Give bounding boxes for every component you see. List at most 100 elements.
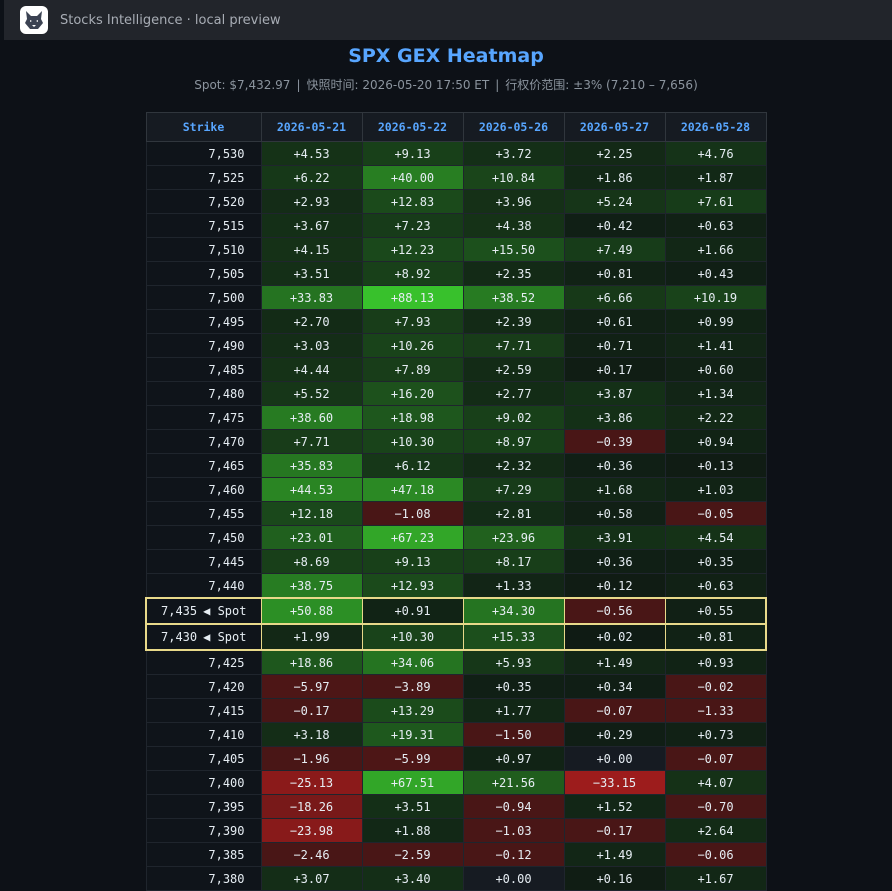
gex-cell: −1.08 — [361, 501, 464, 526]
strike-value: 7,530 — [208, 146, 245, 161]
gex-cell: +23.96 — [462, 525, 565, 550]
strike-cell: 7,465 — [145, 453, 262, 478]
date-column-header[interactable]: 2026-05-27 — [563, 112, 666, 142]
strike-column-header[interactable]: Strike — [145, 112, 262, 142]
strike-value: 7,510 — [208, 242, 245, 257]
gex-cell: +0.43 — [664, 261, 767, 286]
gex-cell: −0.17 — [563, 818, 666, 843]
strike-value: 7,420 — [208, 679, 245, 694]
gex-cell: +0.17 — [563, 357, 666, 382]
gex-cell: +1.49 — [563, 649, 666, 675]
date-column-header[interactable]: 2026-05-28 — [664, 112, 767, 142]
gex-cell: −0.94 — [462, 794, 565, 819]
gex-cell: +2.35 — [462, 261, 565, 286]
gex-cell: +0.00 — [563, 746, 666, 771]
gex-cell: +1.52 — [563, 794, 666, 819]
strike-value: 7,470 — [208, 434, 245, 449]
gex-cell: +0.61 — [563, 309, 666, 334]
table-row: 7,410 +3.18 +19.31 −1.50 +0.29 +0.73 — [145, 722, 767, 747]
gex-cell: +15.33 — [462, 623, 565, 651]
gex-cell: +4.38 — [462, 213, 565, 238]
strike-cell: 7,410 — [145, 722, 262, 747]
gex-cell: +0.42 — [563, 213, 666, 238]
gex-cell: +6.12 — [361, 453, 464, 478]
gex-cell: +0.63 — [664, 213, 767, 238]
spot-marker: ◀ Spot — [203, 604, 247, 618]
strike-value: 7,520 — [208, 194, 245, 209]
table-row: 7,465 +35.83 +6.12 +2.32 +0.36 +0.13 — [145, 453, 767, 478]
date-column-header[interactable]: 2026-05-26 — [462, 112, 565, 142]
gex-cell: +0.35 — [462, 674, 565, 699]
gex-cell: +4.44 — [260, 357, 363, 382]
gex-cell: −0.12 — [462, 842, 565, 867]
strike-value: 7,495 — [208, 314, 245, 329]
gex-cell: −3.89 — [361, 674, 464, 699]
gex-cell: +10.26 — [361, 333, 464, 358]
strike-cell: 7,430 ◀ Spot — [145, 623, 262, 651]
gex-cell: +12.23 — [361, 237, 464, 262]
gex-cell: +5.52 — [260, 381, 363, 406]
gex-cell: +0.93 — [664, 649, 767, 675]
gex-cell: +2.59 — [462, 357, 565, 382]
gex-cell: +47.18 — [361, 477, 464, 502]
strike-cell: 7,435 ◀ Spot — [145, 597, 262, 625]
gex-cell: −1.03 — [462, 818, 565, 843]
gex-cell: +44.53 — [260, 477, 363, 502]
strike-value: 7,450 — [208, 530, 245, 545]
gex-cell: +12.93 — [361, 573, 464, 599]
strike-value: 7,415 — [208, 703, 245, 718]
strike-cell: 7,495 — [145, 309, 262, 334]
strike-value: 7,400 — [208, 775, 245, 790]
gex-cell: +0.91 — [361, 597, 464, 625]
table-row: 7,530 +4.53 +9.13 +3.72 +2.25 +4.76 — [145, 141, 767, 166]
table-row: 7,425 +18.86 +34.06 +5.93 +1.49 +0.93 — [145, 649, 767, 675]
gex-cell: +33.83 — [260, 285, 363, 310]
gex-cell: +8.92 — [361, 261, 464, 286]
gex-cell: +13.29 — [361, 698, 464, 723]
gex-cell: +10.84 — [462, 165, 565, 190]
wolf-logo-icon — [20, 6, 48, 34]
gex-cell: +34.30 — [462, 597, 565, 625]
gex-cell: +6.22 — [260, 165, 363, 190]
gex-cell: +0.81 — [664, 623, 767, 651]
strike-value: 7,455 — [208, 506, 245, 521]
gex-cell: +1.41 — [664, 333, 767, 358]
date-column-header[interactable]: 2026-05-21 — [260, 112, 363, 142]
gex-cell: −25.13 — [260, 770, 363, 795]
gex-heatmap-table: Strike 2026-05-21 2026-05-22 2026-05-26 202… — [145, 112, 767, 891]
table-row: 7,405 −1.96 −5.99 +0.97 +0.00 −0.07 — [145, 746, 767, 771]
table-row: 7,440 +38.75 +12.93 +1.33 +0.12 +0.63 — [145, 573, 767, 599]
table-row: 7,445 +8.69 +9.13 +8.17 +0.36 +0.35 — [145, 549, 767, 574]
gex-cell: −0.06 — [664, 842, 767, 867]
gex-cell: +7.49 — [563, 237, 666, 262]
strike-value: 7,425 — [208, 655, 245, 670]
gex-cell: +88.13 — [361, 285, 464, 310]
spot-price: Spot: $7,432.97 — [194, 78, 291, 92]
gex-cell: +7.71 — [260, 429, 363, 454]
gex-cell: +3.07 — [260, 866, 363, 891]
date-column-header[interactable]: 2026-05-22 — [361, 112, 464, 142]
strike-value: 7,500 — [208, 290, 245, 305]
gex-cell: −0.02 — [664, 674, 767, 699]
gex-cell: +40.00 — [361, 165, 464, 190]
gex-cell: +3.18 — [260, 722, 363, 747]
gex-cell: +23.01 — [260, 525, 363, 550]
gex-cell: −0.07 — [563, 698, 666, 723]
table-row: 7,415 −0.17 +13.29 +1.77 −0.07 −1.33 — [145, 698, 767, 723]
strike-cell: 7,505 — [145, 261, 262, 286]
gex-cell: +0.29 — [563, 722, 666, 747]
gex-cell: +3.96 — [462, 189, 565, 214]
strike-value: 7,445 — [208, 554, 245, 569]
table-row: 7,495 +2.70 +7.93 +2.39 +0.61 +0.99 — [145, 309, 767, 334]
gex-cell: +1.67 — [664, 866, 767, 891]
strike-cell: 7,395 — [145, 794, 262, 819]
strike-cell: 7,480 — [145, 381, 262, 406]
gex-cell: +3.40 — [361, 866, 464, 891]
table-row: 7,455 +12.18 −1.08 +2.81 +0.58 −0.05 — [145, 501, 767, 526]
gex-cell: +2.81 — [462, 501, 565, 526]
gex-cell: −0.39 — [563, 429, 666, 454]
gex-cell: +0.36 — [563, 549, 666, 574]
snapshot-time: 快照时间: 2026-05-20 17:50 ET — [306, 78, 490, 92]
strike-cell: 7,380 — [145, 866, 262, 891]
gex-cell: +2.93 — [260, 189, 363, 214]
